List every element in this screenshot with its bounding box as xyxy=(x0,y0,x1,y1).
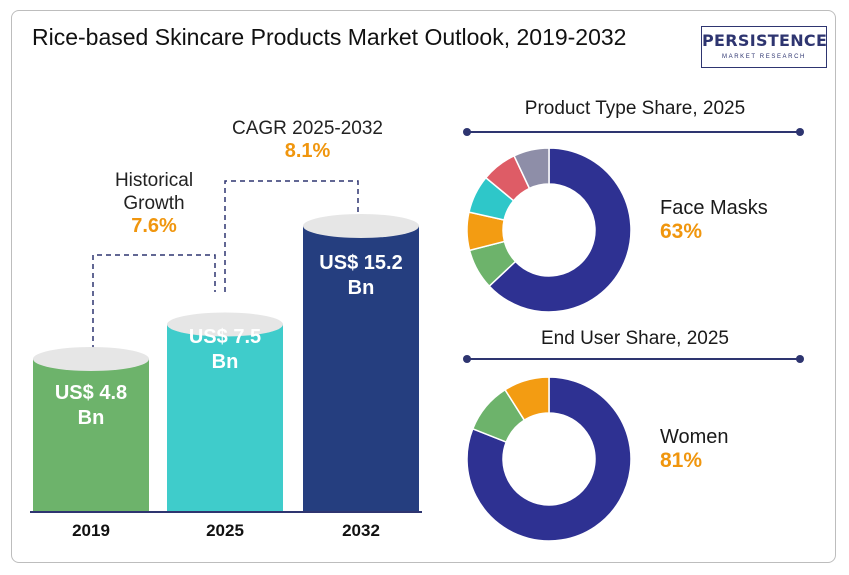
product-type-legend: Face Masks 63% xyxy=(660,196,768,244)
end-user-value: 81% xyxy=(660,449,703,472)
product-type-title: Product Type Share, 2025 xyxy=(524,98,746,119)
end-user-slice-2 xyxy=(504,376,550,422)
x-tick-2025: 2025 xyxy=(206,521,244,540)
historical-growth-value: 7.6% xyxy=(131,215,177,237)
bar-2025 xyxy=(167,324,283,512)
bar-top-2019 xyxy=(33,347,149,371)
bar-label-2032-line2: Bn xyxy=(348,277,375,299)
product-type-slice-0 xyxy=(488,147,632,313)
product-type-divider xyxy=(463,128,804,136)
x-tick-2019: 2019 xyxy=(72,521,110,540)
bar-label-2025-line2: Bn xyxy=(212,351,239,373)
bar-2032 xyxy=(303,226,419,512)
end-user-slice-0 xyxy=(466,376,632,542)
brand-logo: PERSISTENCE MARKET RESEARCH xyxy=(701,26,827,68)
product-type-slice-5 xyxy=(513,147,550,190)
cagr-annotation: CAGR 2025-2032 8.1% xyxy=(210,117,405,163)
bar-2019 xyxy=(33,359,149,512)
end-user-label: Women xyxy=(660,426,729,448)
historical-growth-annotation: Historical Growth 7.6% xyxy=(94,169,214,238)
cagr-value: 8.1% xyxy=(284,140,331,162)
end-user-legend: Women 81% xyxy=(660,425,729,473)
bar-label-2025-line1: US$ 7.5 xyxy=(189,326,261,348)
historical-growth-label: Historical Growth xyxy=(114,170,194,214)
bar-top-2025 xyxy=(167,312,283,337)
product-type-label: Face Masks xyxy=(660,197,768,219)
bar-top-2032 xyxy=(303,214,419,238)
x-tick-2032: 2032 xyxy=(342,521,380,540)
logo-tagline: MARKET RESEARCH xyxy=(722,54,806,60)
cagr-label: CAGR 2025-2032 xyxy=(231,118,384,139)
product-type-value: 63% xyxy=(660,220,703,243)
bar-label-2032-line1: US$ 15.2 xyxy=(319,252,402,274)
historical-connector xyxy=(92,254,216,359)
cagr-connector xyxy=(224,180,359,292)
page-title: Rice-based Skincare Products Market Outl… xyxy=(32,24,627,50)
logo-name: PERSISTENCE xyxy=(702,31,828,50)
bar-label-2019-line2: Bn xyxy=(78,407,105,429)
end-user-divider xyxy=(463,355,804,363)
bar-label-2019-line1: US$ 4.8 xyxy=(55,382,127,404)
end-user-title: End User Share, 2025 xyxy=(540,328,729,349)
